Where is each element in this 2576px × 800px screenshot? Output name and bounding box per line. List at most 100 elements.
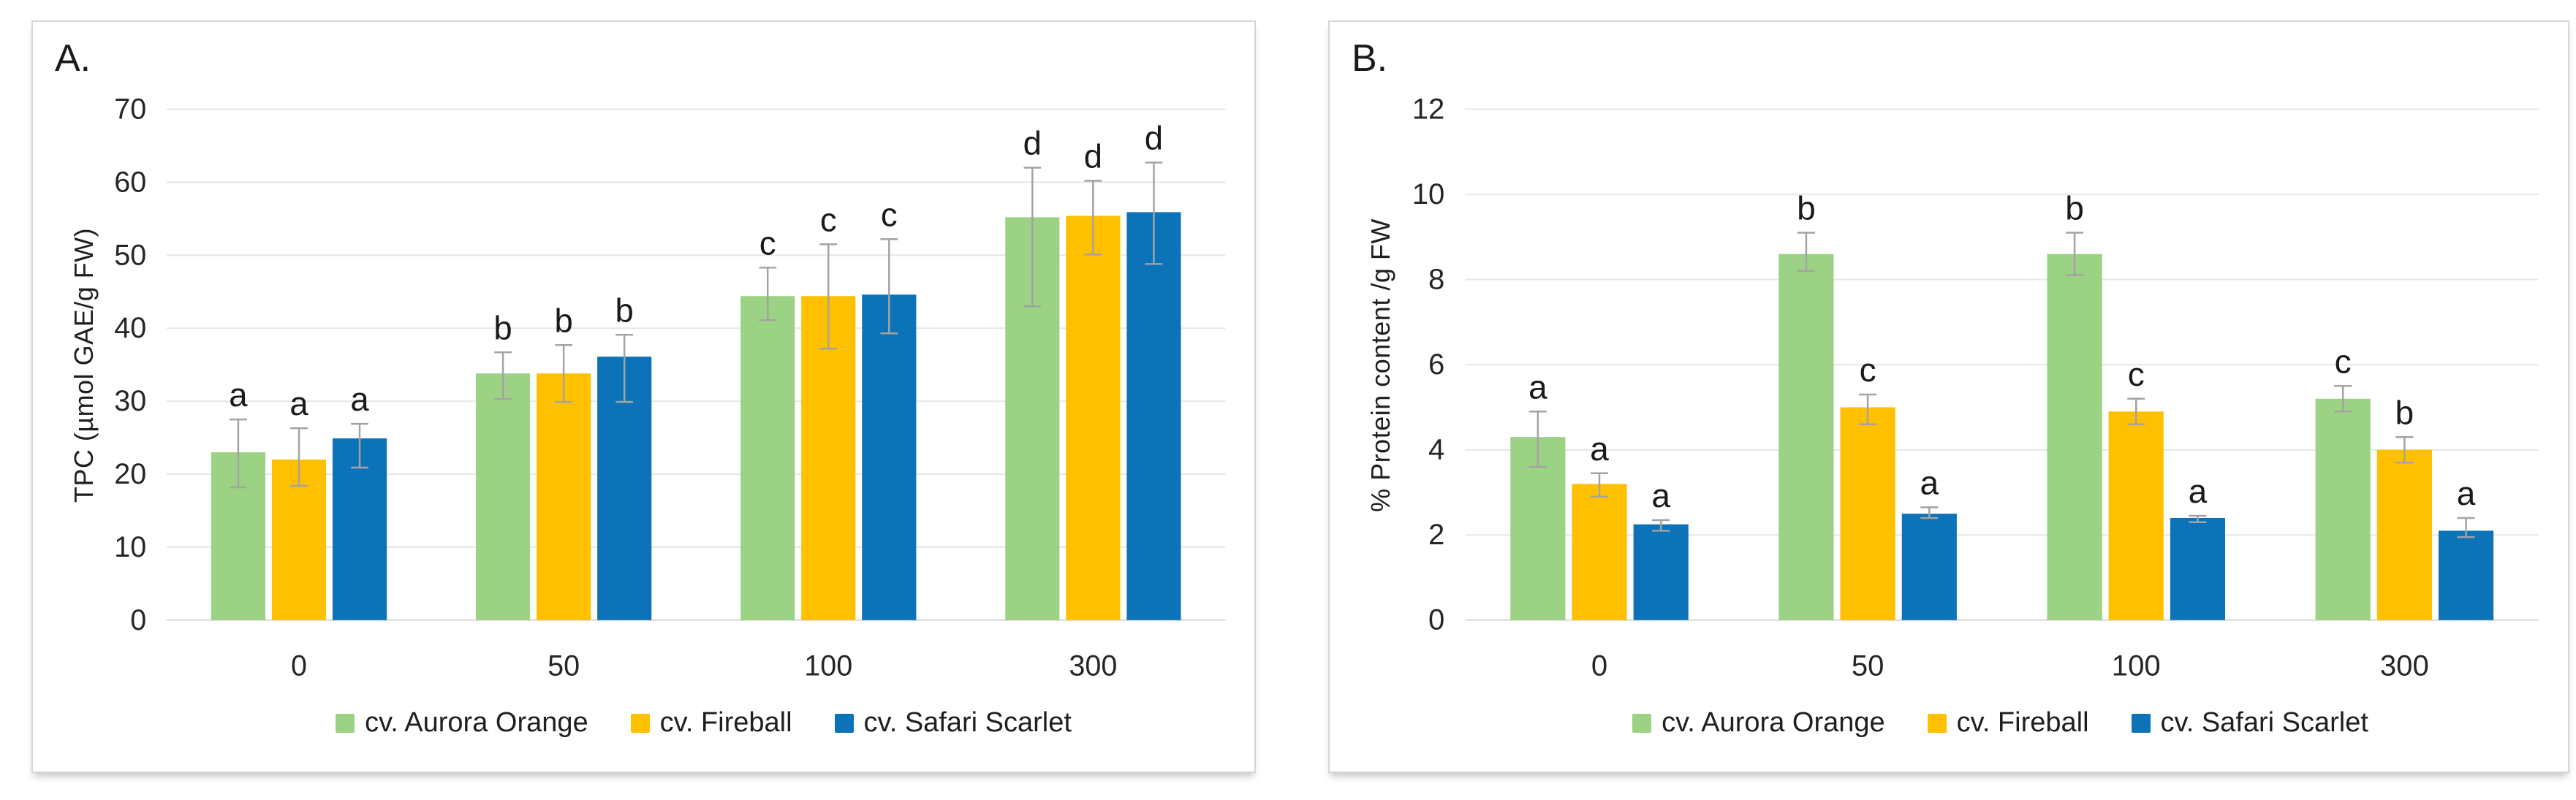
legend-swatch-safari-scarlet (2131, 713, 2151, 733)
significance-letter: d (1023, 124, 1042, 161)
bar (332, 438, 387, 620)
y-axis-title-b: % Protein content /g FW (1365, 218, 1395, 512)
panel-label-a: A. (55, 37, 91, 80)
bar-plot-b: 0 2 4 6 8 10 12 a b b c a c c b a a a a 0 50 100 300 (1412, 94, 2539, 682)
bar (1633, 524, 1689, 620)
x-tick-label: 50 (1852, 650, 1884, 682)
bar-plot-a: 0 10 20 30 40 50 60 70 a b c d a b c d a b c d 0 50 100 300 (114, 93, 1226, 682)
x-tick-label: 300 (2380, 650, 2429, 682)
significance-letter: b (1797, 189, 1816, 227)
x-tick-label: 100 (804, 649, 852, 682)
y-tick-label: 0 (130, 604, 146, 636)
y-tick-label: 10 (1412, 178, 1445, 210)
y-tick-label: 4 (1428, 434, 1444, 466)
significance-letter: c (2335, 343, 2352, 381)
bar (1840, 407, 1895, 620)
significance-letters: a b b c (1528, 189, 2352, 406)
y-axis-title-a: TPC (µmol GAE/g FW) (69, 227, 99, 503)
legend-swatch-safari-scarlet (834, 713, 854, 733)
error-bars (351, 161, 1163, 469)
bar (740, 296, 795, 620)
significance-letter: c (1860, 351, 1876, 389)
bar (1126, 212, 1181, 620)
significance-letter: a (1528, 367, 1548, 405)
legend-swatch-fireball (1927, 713, 1947, 733)
bar (2376, 449, 2432, 620)
legend-swatch-fireball (630, 713, 650, 733)
significance-letter: c (820, 201, 837, 238)
legend-label-fireball: cv. Fireball (659, 707, 792, 738)
legend-a: cv. Aurora Orange cv. Fireball cv. Safar… (168, 707, 1239, 739)
significance-letters: a b c d (350, 119, 1163, 418)
y-tick-label: 10 (114, 531, 146, 563)
x-tick-label: 300 (1069, 649, 1117, 682)
bar (537, 373, 591, 620)
significance-letter: a (2457, 474, 2476, 512)
x-tick-label: 0 (1591, 650, 1607, 682)
y-tick-label: 0 (1428, 604, 1444, 636)
significance-letter: a (1651, 476, 1670, 514)
error-bars (290, 180, 1102, 487)
error-bars (230, 167, 1042, 489)
x-tick-label: 0 (291, 649, 307, 682)
significance-letter: a (229, 376, 248, 414)
y-tick-label: 12 (1412, 94, 1445, 126)
series-bars (1510, 254, 2371, 620)
error-bars (1528, 232, 2352, 468)
bar (862, 294, 917, 620)
significance-letter: a (350, 381, 369, 418)
significance-letter: b (554, 302, 572, 339)
legend-item: cv. Safari Scarlet (2131, 707, 2368, 739)
significance-letter: b (2065, 189, 2084, 227)
x-tick-labels: 0 50 100 300 (1591, 650, 2429, 682)
significance-letters: a b c d (229, 124, 1042, 414)
legend-label-safari-scarlet: cv. Safari Scarlet (2160, 707, 2368, 738)
error-bars (1590, 393, 2414, 498)
legend-b: cv. Aurora Orange cv. Fireball cv. Safar… (1465, 707, 2536, 739)
legend-item: cv. Fireball (1927, 707, 2089, 739)
series-bars (1572, 407, 2432, 620)
legend-label-aurora-orange: cv. Aurora Orange (1662, 707, 1885, 738)
significance-letter: b (493, 309, 512, 346)
significance-letter: a (1590, 430, 1609, 468)
bar (475, 373, 531, 620)
y-tick-labels: 0 2 4 6 8 10 12 (1412, 94, 1445, 636)
legend-item: cv. Fireball (630, 707, 792, 739)
bar (1572, 484, 1627, 620)
y-tick-label: 6 (1428, 348, 1444, 381)
x-tick-label: 50 (548, 649, 580, 682)
bar (2108, 411, 2164, 620)
x-tick-labels: 0 50 100 300 (291, 649, 1117, 682)
y-tick-label: 70 (114, 93, 146, 125)
bar (2438, 530, 2494, 620)
bar (801, 296, 856, 620)
legend-swatch-aurora-orange (1632, 713, 1652, 733)
significance-letter: b (615, 292, 634, 329)
error-bars (1652, 506, 2475, 538)
bar (2170, 517, 2226, 620)
significance-letter: a (2189, 472, 2208, 510)
chart-panel-a: 0 10 20 30 40 50 60 70 a b c d a b c d a b c d 0 50 100 300 A. … (31, 20, 1256, 773)
significance-letter: b (2395, 393, 2414, 431)
legend-label-fireball: cv. Fireball (1956, 707, 2089, 738)
legend-label-safari-scarlet: cv. Safari Scarlet (863, 707, 1072, 738)
y-tick-label: 2 (1428, 519, 1444, 551)
significance-letter: a (1920, 464, 1939, 502)
panel-label-b: B. (1352, 37, 1388, 80)
y-tick-label: 20 (114, 458, 146, 490)
significance-letter: d (1084, 137, 1102, 175)
legend-label-aurora-orange: cv. Aurora Orange (365, 707, 588, 738)
significance-letters: a c c b (1590, 351, 2414, 468)
significance-letter: d (1145, 119, 1163, 156)
legend-item: cv. Aurora Orange (1632, 707, 1885, 739)
y-tick-label: 40 (114, 312, 146, 344)
legend-swatch-aurora-orange (336, 713, 355, 733)
bar (1778, 254, 1834, 620)
y-tick-label: 8 (1428, 264, 1444, 296)
y-tick-label: 60 (114, 166, 146, 198)
significance-letter: a (289, 385, 308, 422)
series-bars (271, 216, 1121, 620)
bar (1066, 216, 1121, 620)
bar (2315, 398, 2371, 620)
